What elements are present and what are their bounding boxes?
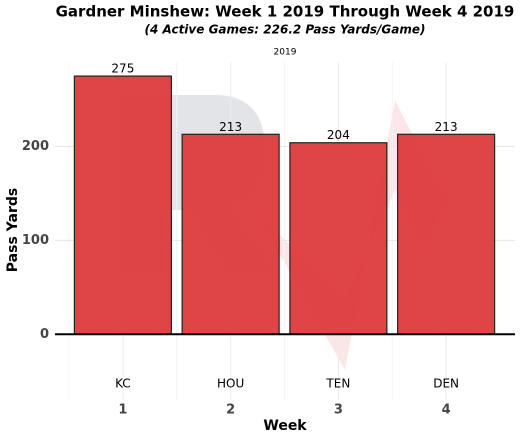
y-axis-title: Pass Yards	[5, 188, 21, 272]
value-label: 213	[219, 120, 242, 134]
opponent-label: HOU	[217, 377, 244, 391]
value-label: 213	[435, 120, 458, 134]
x-tick-label: 2	[226, 403, 235, 418]
opponent-label: KC	[115, 377, 131, 391]
opponent-label: DEN	[433, 377, 459, 391]
bar	[73, 75, 172, 335]
chart-title: Gardner Minshew: Week 1 2019 Through Wee…	[56, 3, 515, 21]
y-tick-label: 200	[22, 139, 49, 154]
facet-label: 2019	[274, 48, 297, 58]
value-label: 204	[327, 128, 350, 142]
x-tick-label: 1	[118, 403, 127, 418]
x-tick-label: 4	[442, 403, 451, 418]
y-tick-label: 0	[40, 327, 49, 342]
y-tick-label: 100	[22, 233, 49, 248]
chart-subtitle: (4 Active Games: 226.2 Pass Yards/Game)	[145, 23, 426, 37]
opponent-label: TEN	[325, 377, 350, 391]
x-tick-label: 3	[334, 403, 343, 418]
bar	[181, 133, 280, 335]
x-axis-title: Week	[263, 418, 307, 434]
bar	[289, 142, 388, 335]
value-label: 275	[111, 62, 134, 76]
bar	[397, 133, 496, 335]
